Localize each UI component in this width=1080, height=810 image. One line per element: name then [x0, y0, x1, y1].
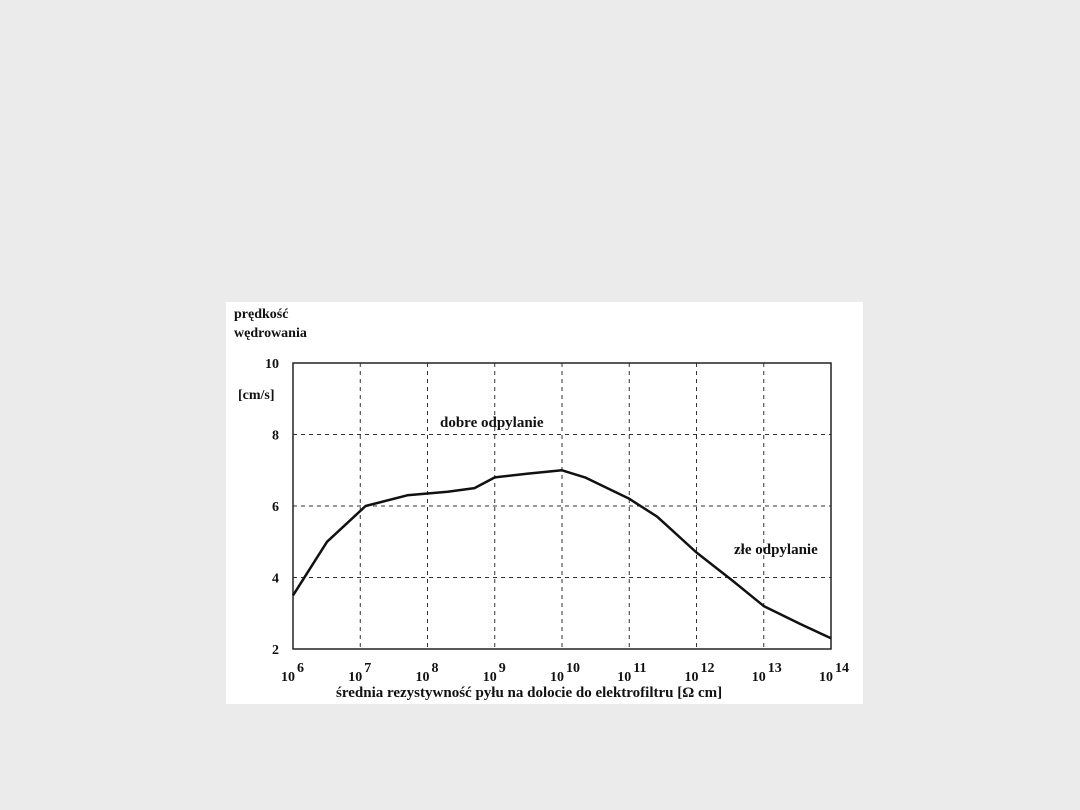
- x-tick-exponent: 13: [768, 661, 782, 676]
- chart-figure: prędkość wędrowania [cm/s] 2 4 6 8 10 10 6 10 7…: [226, 302, 863, 704]
- y-tick-label: 6: [272, 500, 279, 515]
- x-tick-exponent: 9: [499, 661, 506, 676]
- y-axis-label-line2: wędrowania: [234, 326, 307, 341]
- x-tick-base: 10: [281, 670, 295, 685]
- x-tick-exponent: 7: [364, 661, 371, 676]
- x-tick-base: 10: [550, 670, 564, 685]
- x-tick-base: 10: [685, 670, 699, 685]
- x-tick-base: 10: [752, 670, 766, 685]
- y-tick-label: 8: [272, 429, 279, 444]
- y-axis-unit: [cm/s]: [238, 388, 275, 403]
- x-tick-base: 10: [348, 670, 362, 685]
- x-tick-label: 107: [348, 661, 371, 685]
- series-line: [291, 469, 832, 640]
- x-tick-base: 10: [819, 670, 833, 685]
- x-tick-label: 108: [416, 661, 439, 685]
- x-tick-label: 106: [281, 661, 304, 685]
- x-tick-exponent: 11: [633, 661, 646, 676]
- y-tick-label: 4: [272, 572, 279, 587]
- x-tick-exponent: 8: [432, 661, 439, 676]
- x-tick-exponent: 12: [701, 661, 715, 676]
- y-tick-labels: 2 4 6 8 10: [265, 357, 279, 658]
- x-tick-exponent: 6: [297, 661, 304, 676]
- x-tick-label: 109: [483, 661, 506, 685]
- x-tick-base: 10: [483, 670, 497, 685]
- y-tick-label: 2: [272, 643, 279, 658]
- x-tick-base: 10: [416, 670, 430, 685]
- x-tick-exponent: 14: [835, 661, 849, 676]
- plot-frame: [292, 362, 832, 650]
- grid-lines: [293, 363, 831, 649]
- x-tick-exponent: 10: [566, 661, 580, 676]
- x-axis-label: średnia rezystywność pyłu na dolocie do …: [336, 685, 722, 701]
- y-tick-label: 10: [265, 357, 279, 372]
- annotation-good-dedusting: dobre odpylanie: [440, 415, 544, 431]
- annotation-bad-dedusting: złe odpylanie: [734, 542, 818, 558]
- y-axis-label-line1: prędkość: [234, 307, 288, 322]
- x-tick-base: 10: [617, 670, 631, 685]
